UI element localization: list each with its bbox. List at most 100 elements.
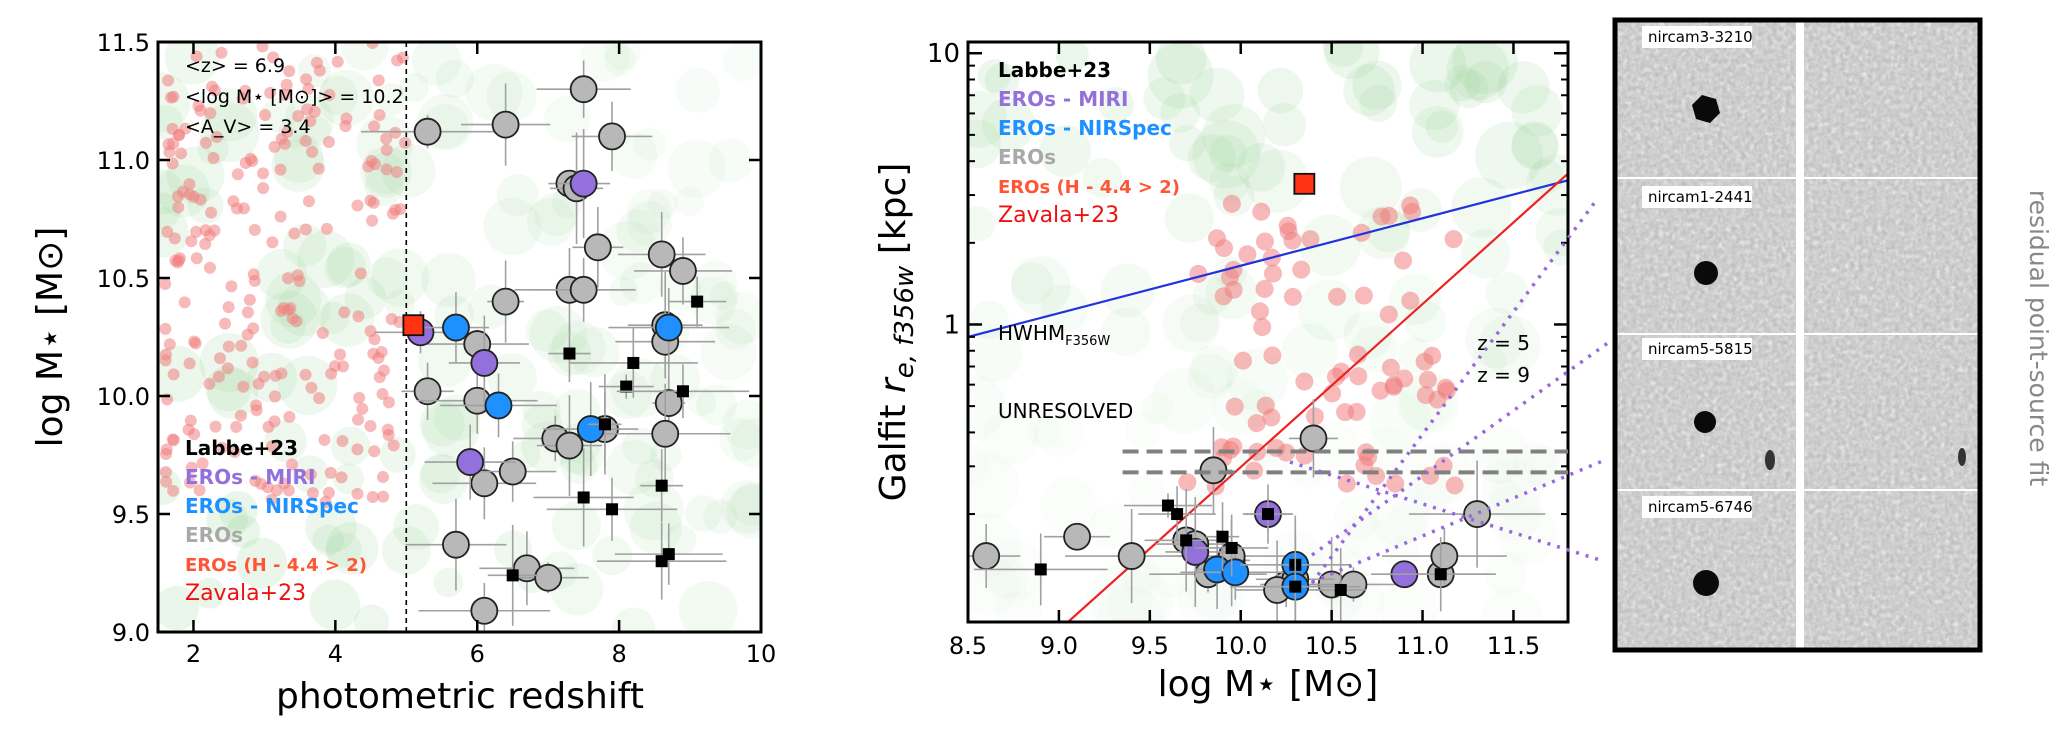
left-ero-point-22 [470, 469, 499, 498]
mid-ero-point-2 [1117, 542, 1146, 570]
left-ero-point-0 [413, 117, 442, 146]
left-legend: Labbe+23 EROs - MIRI EROs - NIRSpec EROs… [185, 436, 367, 606]
left-data-marks [360, 60, 750, 632]
mid-legend-eros: EROs [998, 145, 1056, 169]
left-ytick-label-4: 11.0 [97, 147, 150, 175]
left-ytick-label-2: 10.0 [97, 383, 150, 411]
mid-xtick-label-1: 9.0 [1040, 632, 1078, 660]
left-ytick-label-5: 11.5 [97, 29, 150, 57]
left-nirspec-point-1 [654, 313, 683, 342]
mid-ero-point-1 [1063, 522, 1091, 551]
left-miri-point-0 [569, 169, 598, 198]
left-labbe-point-5 [598, 418, 611, 431]
mid-legend: Labbe+23 EROs - MIRI EROs - NIRSpec EROs… [998, 58, 1180, 228]
mid-x-axis-label: log M⋆ [M⊙] [1158, 664, 1379, 705]
left-miri-point-2 [470, 349, 499, 377]
left-ero-red-point-0 [402, 314, 425, 337]
legend-eros: EROs [185, 523, 243, 547]
left-ero-point-3 [598, 122, 626, 151]
cutout-label-3: nircam5-5815 [1648, 340, 1753, 358]
legend-eros-nirspec: EROs - NIRSpec [185, 494, 359, 518]
legend-zavala: Zavala+23 [185, 581, 306, 606]
cutout-label-1: nircam3-3210 [1648, 28, 1753, 46]
left-labbe-point-2 [627, 356, 640, 369]
mid-legend-eros-red: EROs (H - 4.4 > 2) [998, 177, 1180, 198]
left-ero-point-24 [442, 530, 470, 559]
mid-labbe-point-4 [1225, 541, 1238, 554]
mid-xtick-label-6: 11.5 [1487, 632, 1540, 660]
mid-labbe-point-8 [1334, 583, 1347, 596]
left-ytick-label-0: 9.0 [112, 619, 150, 647]
mid-ero-red-point-0 [1293, 172, 1316, 195]
z9-label: z = 9 [1477, 363, 1530, 387]
left-labbe-point-11 [506, 569, 519, 582]
mid-xtick-label-5: 11.0 [1396, 632, 1449, 660]
unresolved-label: UNRESOLVED [998, 399, 1133, 423]
mid-labbe-point-10 [1034, 563, 1047, 576]
left-xtick-label-4: 10 [746, 640, 777, 668]
hwhm-dashed-lines [1122, 449, 1568, 475]
mid-legend-eros-miri: EROs - MIRI [998, 87, 1128, 111]
mid-ytick-label-0: 1 [943, 310, 960, 340]
mean-av-annotation: <A_V> = 3.4 [185, 116, 311, 138]
relation-line-0 [968, 179, 1568, 338]
mass-vs-redshift-panel: 2 4 6 8 10 9.0 9.5 10.0 10.5 11.0 11.5 <z> = 6.9 <… [30, 29, 777, 717]
mid-xtick-label-2: 9.5 [1131, 632, 1169, 660]
left-ero-point-21 [555, 431, 584, 460]
mid-nirspec-point-1 [1221, 558, 1250, 587]
mid-legend-labbe: Labbe+23 [998, 58, 1111, 82]
left-ero-point-27 [470, 596, 499, 625]
mid-xtick-label-4: 10.5 [1305, 632, 1358, 660]
left-ero-point-6 [583, 233, 612, 262]
legend-eros-red: EROs (H - 4.4 > 2) [185, 555, 367, 576]
mid-ero-point-3 [1199, 456, 1228, 485]
legend-labbe: Labbe+23 [185, 436, 298, 460]
mid-ero-point-13 [1430, 542, 1459, 570]
mid-relation-lines [968, 172, 1568, 622]
mean-redshift-annotation: <z> = 6.9 [185, 55, 285, 77]
left-ytick-label-3: 10.5 [97, 265, 150, 293]
left-labbe-point-4 [676, 385, 689, 398]
mid-ero-point-4 [1299, 424, 1328, 453]
mid-plot-frame [966, 40, 1570, 624]
mid-labbe-point-2 [1180, 534, 1193, 547]
mid-labbe-point-9 [1434, 568, 1447, 581]
left-labbe-point-0 [691, 295, 704, 308]
left-ero-point-10 [491, 287, 520, 316]
mid-labbe-point-1 [1171, 508, 1184, 521]
cutout-label-4: nircam5-6746 [1648, 498, 1753, 516]
mid-labbe-point-5 [1262, 508, 1274, 521]
left-plot-frame [156, 40, 763, 634]
left-xtick-label-1: 4 [328, 640, 343, 668]
cutout-connectors [1289, 196, 1614, 585]
cutout-label-2: nircam1-2441 [1648, 188, 1753, 206]
left-ytick-label-1: 9.5 [112, 501, 150, 529]
left-labbe-point-7 [606, 503, 619, 516]
left-x-axis-label: photometric redshift [276, 676, 644, 717]
left-labbe-point-10 [662, 548, 675, 561]
legend-eros-miri: EROs - MIRI [185, 465, 315, 489]
left-ero-point-8 [669, 257, 697, 285]
mid-ytick-label-1: 10 [927, 39, 960, 69]
mid-y-axis-label: Galfit re, f356w [kpc] [873, 163, 920, 502]
left-nirspec-point-2 [484, 391, 513, 420]
left-xtick-label-3: 8 [611, 640, 626, 668]
mid-labbe-point-7 [1289, 580, 1302, 593]
left-stat-annotations: <z> = 6.9 <log M⋆ [M⊙]> = 10.2 <A_V> = 3… [185, 55, 404, 138]
mid-legend-zavala: Zavala+23 [998, 203, 1119, 228]
left-ero-point-2 [569, 75, 598, 104]
mid-axis-ticks: 8.5 9.0 9.5 10.0 10.5 11.0 11.5 1 10 [927, 39, 1568, 660]
left-labbe-point-1 [563, 347, 576, 360]
left-ero-point-19 [651, 419, 680, 448]
z5-label: z = 5 [1477, 331, 1530, 355]
left-ero-point-17 [654, 389, 683, 417]
left-y-axis-label: log M⋆ [M⊙] [30, 227, 71, 448]
mid-labbe-point-0 [1162, 499, 1174, 512]
left-nirspec-point-0 [442, 313, 470, 342]
left-xtick-label-0: 2 [186, 640, 201, 668]
size-vs-mass-panel: 8.5 9.0 9.5 10.0 10.5 11.0 11.5 1 10 Labbe+23 ER… [873, 39, 1570, 705]
mid-labbe-point-3 [1216, 530, 1229, 543]
mid-ero-point-0 [972, 542, 1001, 570]
mid-density-background [968, 42, 1568, 622]
